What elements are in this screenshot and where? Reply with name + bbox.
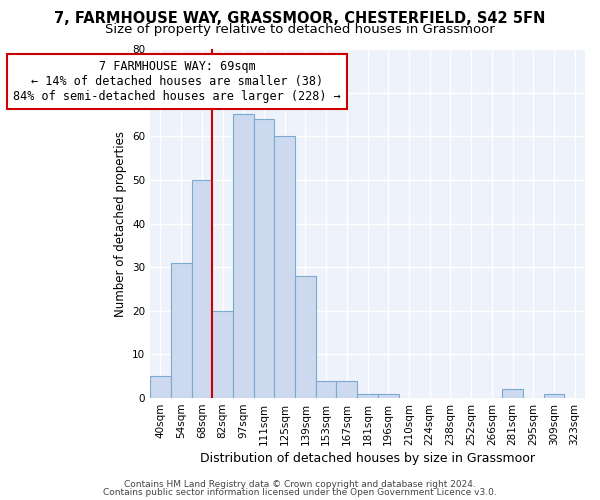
Text: 7 FARMHOUSE WAY: 69sqm
← 14% of detached houses are smaller (38)
84% of semi-det: 7 FARMHOUSE WAY: 69sqm ← 14% of detached… (13, 60, 341, 103)
Bar (212, 311, 233, 398)
Text: Contains public sector information licensed under the Open Government Licence v3: Contains public sector information licen… (103, 488, 497, 497)
Bar (295, 276, 316, 398)
Bar (274, 136, 295, 398)
Bar (191, 180, 212, 398)
Bar (357, 394, 378, 398)
Text: 7, FARMHOUSE WAY, GRASSMOOR, CHESTERFIELD, S42 5FN: 7, FARMHOUSE WAY, GRASSMOOR, CHESTERFIEL… (55, 11, 545, 26)
Bar (502, 390, 523, 398)
Bar (316, 380, 337, 398)
X-axis label: Distribution of detached houses by size in Grassmoor: Distribution of detached houses by size … (200, 452, 535, 465)
Bar (171, 263, 191, 398)
Bar (150, 376, 171, 398)
Y-axis label: Number of detached properties: Number of detached properties (113, 130, 127, 316)
Text: Contains HM Land Registry data © Crown copyright and database right 2024.: Contains HM Land Registry data © Crown c… (124, 480, 476, 489)
Bar (544, 394, 564, 398)
Bar (254, 119, 274, 398)
Bar (233, 114, 254, 398)
Bar (337, 380, 357, 398)
Bar (378, 394, 398, 398)
Text: Size of property relative to detached houses in Grassmoor: Size of property relative to detached ho… (105, 22, 495, 36)
